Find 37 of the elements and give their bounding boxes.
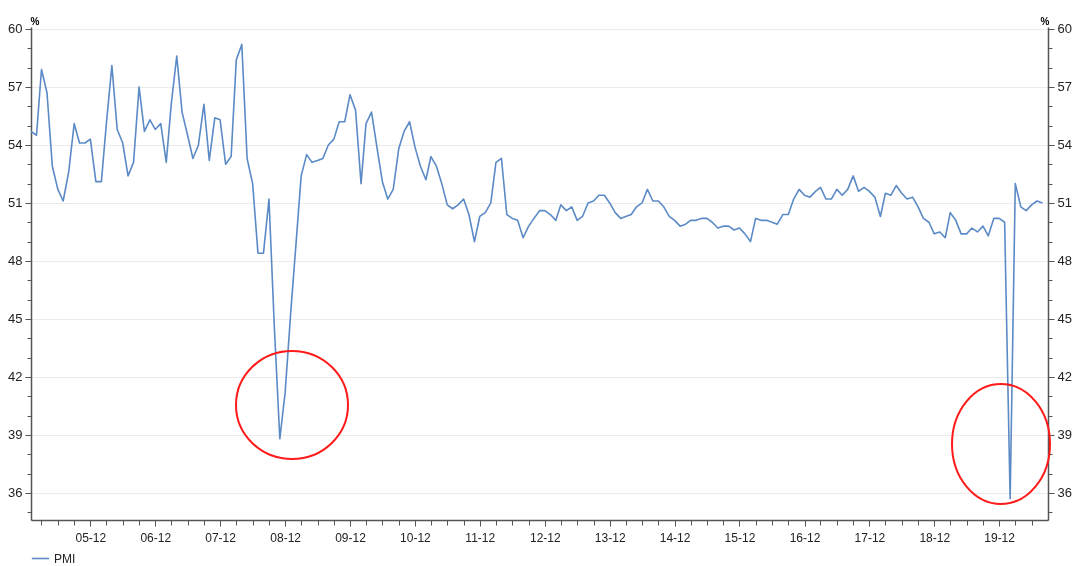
x-tick-label: 17-12: [854, 530, 886, 545]
y-tick-label: 45: [8, 311, 23, 327]
y-axis-title: %: [30, 15, 40, 27]
x-tick-label: 05-12: [75, 530, 107, 545]
y2-tick-label: 51: [1057, 195, 1072, 211]
y-tick-label: 51: [8, 195, 23, 211]
y2-tick-label: 60: [1057, 21, 1072, 37]
line-series: [30, 43, 1044, 500]
x-tick-label: 06-12: [140, 530, 172, 545]
y-tick-label: 36: [8, 485, 23, 501]
x-tick-label: 18-12: [919, 530, 951, 545]
x-tick-label: 15-12: [724, 530, 756, 545]
x-tick-label: 09-12: [335, 530, 367, 545]
y2-tick-label: 45: [1057, 311, 1072, 327]
y-tick-label: 39: [8, 427, 23, 443]
y-tick-label: 42: [8, 369, 23, 385]
y2-tick-label: 57: [1057, 79, 1072, 95]
y2-tick-label: 48: [1057, 253, 1072, 269]
y-tick-label: 60: [8, 21, 23, 37]
y2-tick-label: 42: [1057, 369, 1072, 385]
y2-tick-label: 54: [1057, 137, 1072, 153]
x-tick-label: 19-12: [984, 530, 1016, 545]
x-tick-label: 10-12: [400, 530, 432, 545]
y-tick-label: 57: [8, 79, 23, 95]
y2-axis-title: %: [1040, 15, 1050, 27]
y-tick-label: 54: [8, 137, 23, 153]
x-tick-label: 13-12: [594, 530, 626, 545]
x-tick-label: 16-12: [789, 530, 821, 545]
y2-tick-label: 39: [1057, 427, 1072, 443]
y2-tick-label: 36: [1057, 485, 1072, 501]
legend-label: PMI: [54, 551, 76, 566]
y-tick-label: 48: [8, 253, 23, 269]
x-tick-label: 11-12: [465, 530, 496, 545]
x-tick-label: 12-12: [529, 530, 561, 545]
x-tick-label: 14-12: [659, 530, 691, 545]
x-tick-label: 07-12: [205, 530, 237, 545]
x-tick-label: 08-12: [270, 530, 302, 545]
